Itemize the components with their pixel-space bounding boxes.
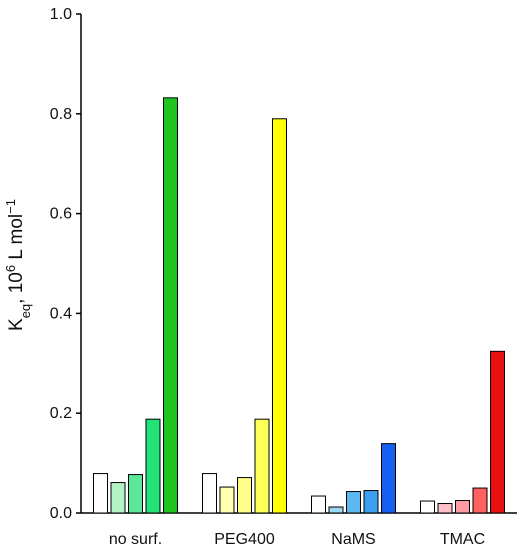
bar — [237, 477, 252, 514]
bar — [145, 418, 161, 514]
category-labels: no surf. PEG400 NaMS TMAC — [109, 531, 485, 548]
y-tick-label: 0.8 — [50, 106, 72, 123]
y-tick-label: 0.6 — [50, 206, 72, 223]
y-axis-title: Keq, 106 L mol−1 — [3, 199, 33, 331]
bar — [381, 443, 396, 514]
bar — [254, 418, 270, 514]
bar — [272, 118, 287, 514]
bar — [472, 487, 488, 514]
bar — [346, 491, 361, 514]
category-label: TMAC — [440, 531, 485, 548]
bar — [219, 486, 235, 514]
bar — [490, 350, 505, 514]
bar — [328, 506, 344, 514]
bar — [93, 473, 108, 514]
bar — [363, 490, 379, 514]
bar — [455, 500, 470, 514]
bar — [420, 500, 435, 514]
category-label: no surf. — [109, 531, 162, 548]
y-axis-ticks: 0.0 0.2 0.4 0.6 0.8 1.0 — [50, 6, 81, 522]
bar — [128, 474, 143, 514]
y-tick-label: 0.4 — [50, 305, 72, 322]
bar — [437, 503, 453, 514]
bar-groups — [93, 97, 505, 514]
y-tick-label: 1.0 — [50, 6, 72, 23]
bar — [110, 482, 126, 514]
y-tick-label: 0.2 — [50, 405, 72, 422]
category-label: PEG400 — [214, 531, 275, 548]
bar — [163, 97, 178, 514]
category-label: NaMS — [331, 531, 375, 548]
y-tick-label: 0.0 — [50, 505, 72, 522]
bar — [202, 473, 217, 514]
bar — [311, 495, 326, 514]
